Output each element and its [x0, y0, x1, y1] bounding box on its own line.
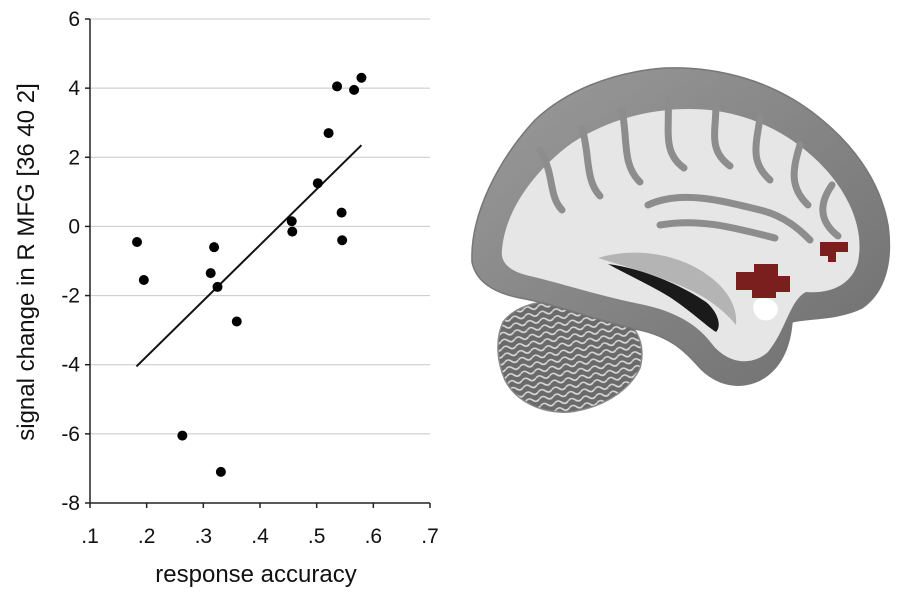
data-point — [337, 235, 348, 246]
data-point — [212, 281, 223, 292]
y-tick-label: -2 — [61, 285, 80, 308]
x-tick-label: .5 — [308, 525, 326, 548]
x-tick-label: .7 — [421, 525, 439, 548]
y-tick-label: -8 — [61, 492, 80, 515]
base-notch — [753, 298, 778, 321]
ventricle — [608, 264, 719, 332]
data-point — [323, 128, 334, 139]
y-tick-label: 2 — [68, 146, 80, 169]
regression-line — [135, 144, 363, 368]
data-point — [336, 207, 347, 218]
y-tick-label: 0 — [68, 215, 80, 238]
data-point — [356, 72, 367, 83]
data-point — [215, 466, 226, 477]
brain-slice-image — [471, 67, 891, 413]
data-point — [312, 178, 323, 189]
data-point — [209, 242, 220, 253]
activation-cluster-frontal — [820, 242, 848, 262]
data-point — [138, 275, 149, 286]
x-tick-label: .2 — [138, 525, 156, 548]
data-point — [177, 430, 188, 441]
data-point — [205, 268, 216, 279]
y-tick-label: 6 — [68, 8, 80, 31]
data-point — [286, 216, 297, 227]
grid-lines — [90, 18, 430, 504]
scatter-chart: 6 4 2 0 -2 -4 -6 -8 .1 .2 .3 .4 .5 .6 .7 response acc… — [13, 8, 439, 588]
x-tick-label: .3 — [195, 525, 213, 548]
data-point — [287, 226, 298, 237]
y-tick-label: 4 — [68, 77, 80, 100]
data-point — [349, 84, 360, 95]
x-tick-label: .1 — [81, 525, 99, 548]
y-tick-label: -4 — [61, 354, 80, 377]
x-tick-label: .6 — [365, 525, 383, 548]
y-ticks: 6 4 2 0 -2 -4 -6 -8 — [61, 8, 90, 515]
activation-cluster-ventral — [736, 264, 790, 298]
x-axis-label: response accuracy — [155, 561, 356, 588]
x-ticks: .1 .2 .3 .4 .5 .6 .7 — [81, 503, 439, 548]
x-tick-label: .4 — [251, 525, 269, 548]
cortical-folds — [536, 96, 842, 244]
corpus-callosum — [598, 252, 737, 325]
data-points — [132, 72, 367, 477]
data-point — [332, 81, 343, 92]
y-axis-label: signal change in R MFG [36 40 2] — [13, 83, 40, 441]
y-tick-label: -6 — [61, 423, 80, 446]
data-point — [231, 316, 242, 327]
activation-clusters — [736, 242, 848, 298]
data-point — [132, 236, 143, 247]
